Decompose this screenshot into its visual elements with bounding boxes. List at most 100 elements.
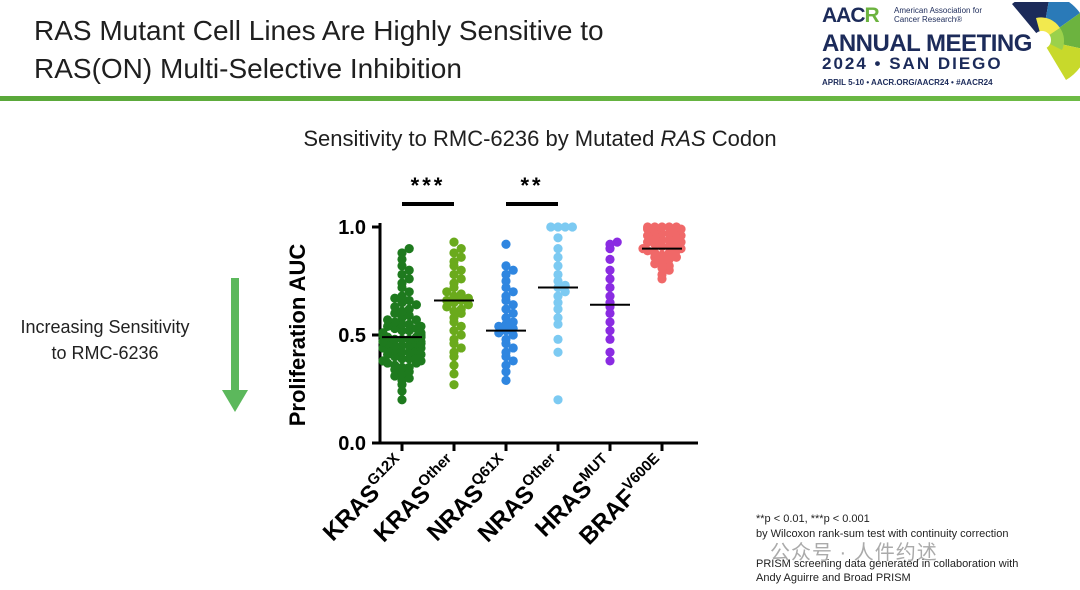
data-point [643, 222, 653, 232]
data-point [664, 235, 674, 245]
data-point [456, 252, 466, 262]
data-point [605, 291, 615, 301]
footnote-test: by Wilcoxon rank-sum test with continuit… [756, 528, 1009, 540]
data-point [397, 326, 407, 336]
footnote-prism-line2: Andy Aguirre and Broad PRISM [756, 572, 911, 584]
data-point [456, 274, 466, 284]
data-point [501, 276, 511, 286]
data-point [501, 375, 511, 385]
data-point [643, 237, 653, 247]
data-point [397, 298, 407, 308]
data-point [553, 347, 563, 357]
data-point [650, 222, 660, 232]
data-point [449, 360, 459, 370]
aacr-logo: AACR American Association for Cancer Res… [818, 2, 1080, 96]
data-point [397, 306, 407, 316]
data-point [456, 265, 466, 275]
footnote-prism-line1: PRISM screening data generated in collab… [756, 558, 1019, 570]
data-point [664, 261, 674, 271]
data-point [508, 287, 518, 297]
data-point [404, 310, 414, 321]
data-point [456, 330, 466, 340]
data-point [449, 291, 459, 301]
data-point [404, 354, 414, 364]
data-point [501, 319, 511, 329]
data-point [650, 239, 660, 249]
data-point [508, 308, 518, 318]
data-point [397, 395, 407, 405]
data-point [397, 261, 407, 271]
data-point [404, 347, 414, 357]
data-point [650, 259, 660, 269]
data-point [449, 347, 459, 357]
data-point [553, 269, 563, 280]
data-point [449, 256, 459, 267]
data-point [397, 362, 407, 372]
data-point [501, 367, 511, 377]
data-point [390, 293, 400, 303]
data-point [390, 302, 400, 312]
data-point [553, 261, 563, 271]
data-point [397, 369, 407, 379]
data-point [501, 313, 511, 323]
data-point [378, 356, 388, 366]
data-point [508, 317, 518, 327]
y-tick-label: 0.5 [338, 325, 366, 347]
data-point [449, 313, 459, 323]
data-point [508, 265, 518, 275]
year-location-text: 2024 • SAN DIEGO [822, 54, 1003, 73]
data-point [449, 269, 459, 280]
data-point [553, 298, 563, 308]
data-point [657, 222, 667, 232]
data-point [664, 254, 674, 264]
significance-label: *** [411, 173, 446, 198]
data-point [643, 231, 653, 241]
data-point [397, 291, 407, 301]
data-point [404, 362, 414, 372]
data-point [553, 319, 563, 329]
data-point [404, 341, 414, 351]
data-point [560, 287, 570, 297]
data-point [397, 313, 407, 323]
data-point [508, 330, 518, 340]
data-point [553, 395, 563, 405]
aacr-wordmark: AACR [822, 4, 880, 27]
slide-title: RAS Mutant Cell Lines Are Highly Sensiti… [34, 12, 754, 88]
data-point [553, 304, 563, 314]
data-point [650, 248, 660, 258]
annual-meeting-text: ANNUAL MEETING [822, 30, 1032, 57]
data-point [404, 244, 414, 254]
data-point [501, 269, 511, 280]
data-point [449, 237, 459, 247]
sensitivity-note-line1: Increasing Sensitivity [20, 317, 190, 337]
data-point [553, 334, 563, 344]
data-point [442, 302, 452, 312]
data-point [404, 319, 414, 329]
data-point [404, 274, 414, 284]
data-point [605, 334, 615, 344]
data-point [553, 233, 563, 243]
data-point [508, 300, 518, 310]
data-point [508, 356, 518, 366]
data-point [553, 313, 563, 323]
data-point [449, 326, 459, 336]
sensitivity-note: Increasing Sensitivity to RMC-6236 [0, 314, 210, 366]
data-point [501, 291, 511, 301]
data-point [449, 334, 459, 344]
data-point [567, 222, 578, 232]
data-point [553, 222, 563, 232]
slide-title-line2: RAS(ON) Multi-Selective Inhibition [34, 53, 462, 84]
data-point [449, 369, 459, 379]
data-point [657, 263, 667, 273]
data-point [390, 352, 400, 362]
data-point [605, 317, 615, 327]
data-point [390, 341, 400, 351]
data-point [605, 239, 615, 249]
data-point [449, 380, 459, 390]
data-point [657, 235, 667, 245]
data-point [397, 254, 407, 264]
y-axis-label: Proliferation AUC [285, 244, 310, 427]
data-point [404, 304, 414, 314]
data-point [605, 282, 615, 293]
data-point [397, 347, 407, 357]
